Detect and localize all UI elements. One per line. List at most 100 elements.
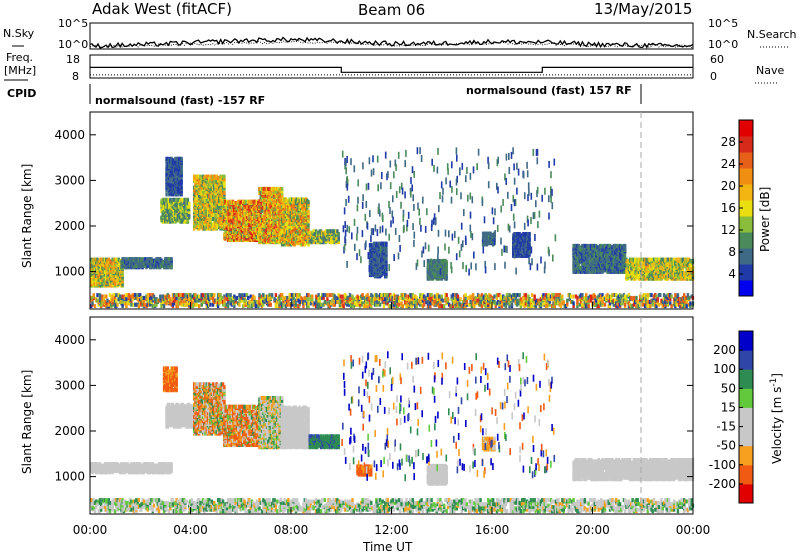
power-cell <box>260 233 264 238</box>
power-cell <box>188 215 191 220</box>
power-cell <box>115 278 118 283</box>
power-cell <box>112 279 115 284</box>
power-cell <box>213 180 216 185</box>
power-cell <box>177 204 181 209</box>
power-cell <box>210 222 213 227</box>
power-cell <box>101 258 104 263</box>
power-cell <box>169 204 172 209</box>
power-cell <box>160 208 163 213</box>
power-cell <box>92 257 95 262</box>
power-cell <box>177 171 181 176</box>
power-cell <box>167 204 171 209</box>
power-cell <box>172 177 176 182</box>
power-cell <box>226 222 230 227</box>
power-cell <box>233 228 236 233</box>
power-cell <box>177 218 181 223</box>
power-cell <box>164 200 167 205</box>
power-cell <box>117 263 120 267</box>
power-cell <box>92 261 95 266</box>
power-cell <box>221 191 225 195</box>
power-cell <box>97 265 100 270</box>
power-cell <box>262 186 265 191</box>
power-cell <box>213 221 216 226</box>
noise-right-ytick-top: 10^5 <box>708 17 738 30</box>
power-cell <box>206 223 210 228</box>
power-cell <box>216 200 220 205</box>
power-cell <box>214 207 217 212</box>
power-cell <box>218 204 221 209</box>
power-cell <box>206 210 210 215</box>
power-cell <box>280 186 284 191</box>
power-cell <box>161 218 164 223</box>
power-cell <box>164 257 167 262</box>
power-cell <box>211 199 215 204</box>
power-cell <box>120 269 123 274</box>
power-cell <box>155 262 158 267</box>
power-cell <box>128 257 132 262</box>
nave-ytick-bottom: 0 <box>710 70 717 83</box>
power-cell <box>233 207 236 212</box>
power-cell <box>172 159 176 164</box>
power-cell <box>123 262 127 267</box>
power-cell <box>623 243 627 248</box>
power-cell <box>155 257 158 262</box>
power-cell <box>223 177 226 182</box>
power-cell <box>180 167 183 172</box>
power-cell <box>193 185 196 190</box>
power-cell <box>170 186 173 191</box>
power-cell <box>200 192 203 197</box>
power-cell <box>172 166 176 171</box>
power-cell <box>201 174 205 179</box>
power-cell <box>260 214 264 219</box>
freq-ytick-bottom: 8 <box>72 70 79 83</box>
power-cell <box>229 235 232 240</box>
power-cell <box>103 264 107 269</box>
power-cell <box>210 195 213 200</box>
power-cell <box>224 205 227 210</box>
power-cell <box>170 166 173 171</box>
power-cell <box>445 260 448 265</box>
power-cell <box>180 178 183 183</box>
power-cell <box>218 196 221 201</box>
power-cell <box>172 186 176 191</box>
power-cell <box>235 202 239 207</box>
power-cell <box>242 213 245 218</box>
power-cell <box>528 232 531 236</box>
power-cell <box>164 214 167 219</box>
power-cell <box>95 267 98 272</box>
power-cell <box>260 218 264 223</box>
power-cell <box>263 217 266 221</box>
power-cell <box>123 259 127 264</box>
power-cell <box>215 178 218 183</box>
power-cell <box>172 215 176 220</box>
power-cell <box>193 221 196 226</box>
power-cell <box>218 178 221 183</box>
power-cell <box>193 177 196 182</box>
power-cell <box>226 218 230 223</box>
power-cell <box>445 274 448 278</box>
power-cell <box>233 218 236 223</box>
station-title: Adak West (fitACF) <box>92 0 232 18</box>
power-cell <box>242 203 245 208</box>
power-cell <box>229 201 232 205</box>
power-cell <box>177 180 181 185</box>
power-cell <box>167 257 171 262</box>
power-cell <box>259 229 262 234</box>
power-cell <box>259 219 262 224</box>
power-cell <box>144 257 147 262</box>
power-cell <box>249 220 252 225</box>
power-cell <box>175 156 178 161</box>
power-cell <box>121 282 124 287</box>
power-cell <box>184 206 187 210</box>
power-cell <box>181 206 185 210</box>
power-cell <box>170 206 173 210</box>
power-cell <box>253 199 256 204</box>
power-cell <box>238 206 241 211</box>
power-cell <box>188 212 191 217</box>
power-cell <box>218 192 221 197</box>
noise-right-ytick-bottom: 10^0 <box>708 38 738 51</box>
power-cell <box>214 174 217 179</box>
power-cell <box>240 221 244 226</box>
power-cell <box>255 209 259 214</box>
